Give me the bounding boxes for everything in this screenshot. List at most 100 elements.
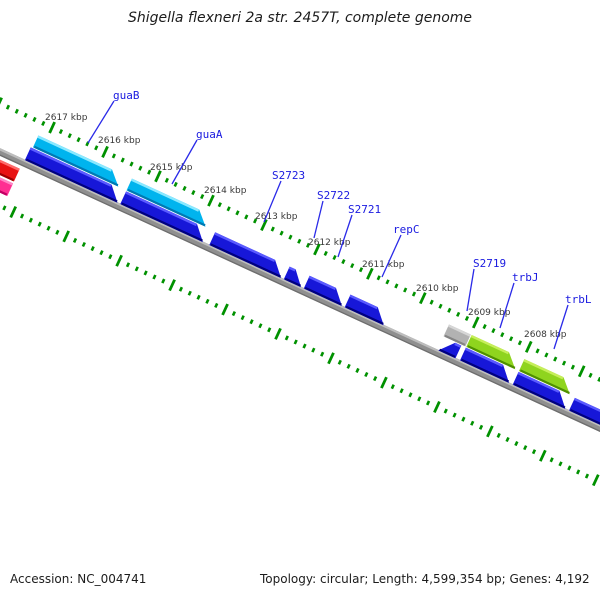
ruler-minor-tick-outer: [385, 279, 390, 285]
gene-label-S2722: S2722: [317, 189, 350, 202]
gene-guaB-function-highlight: [37, 135, 112, 172]
ruler-minor-tick-inner: [284, 335, 289, 341]
gene-S2721-cds: [303, 275, 342, 307]
ruler-major-tick-outer: [0, 97, 3, 110]
ruler-minor-tick-outer: [58, 129, 64, 135]
ruler-minor-tick-inner: [558, 461, 563, 467]
ruler-minor-tick-inner: [46, 225, 51, 231]
gene-trbL-function-highlight: [523, 359, 564, 380]
gene-guaA-function: [126, 178, 206, 227]
gene-cds-clipped-right-highlight: [573, 397, 600, 429]
ruler-minor-tick-outer: [32, 116, 37, 122]
gene-guaB-cds-shadow: [25, 158, 118, 203]
ruler-major-tick-inner: [539, 449, 547, 462]
gene-label-guaA: guaA: [196, 128, 223, 141]
ruler-minor-tick-outer: [67, 133, 72, 139]
backbone-highlight: [0, 115, 600, 494]
ruler-minor-tick-inner: [90, 246, 95, 252]
ruler-major-tick-outer: [524, 340, 533, 353]
gene-trbL-cds-highlight: [517, 371, 560, 393]
ruler-label-2610: 2610 kbp: [416, 284, 459, 294]
footer-stats: Topology: circular; Length: 4,599,354 bp…: [260, 572, 590, 586]
ruler-major-tick-inner: [62, 230, 70, 243]
ruler-minor-tick-outer: [14, 108, 19, 114]
ruler-minor-tick-outer: [147, 169, 152, 175]
ruler-major-tick-inner: [433, 400, 441, 414]
ruler-minor-tick-inner: [134, 266, 139, 272]
ruler-minor-tick-inner: [196, 294, 201, 300]
gene-label-trbJ: trbJ: [512, 271, 539, 284]
ruler-minor-tick-outer: [138, 165, 143, 171]
gene-S2721-cds-highlight: [308, 275, 336, 291]
ruler-minor-tick-inner: [231, 311, 236, 317]
ruler-minor-tick-inner: [425, 400, 431, 406]
ruler-minor-tick-outer: [500, 332, 505, 338]
ruler-minor-tick-outer: [544, 352, 549, 358]
ruler-major-tick-inner: [168, 279, 176, 292]
gene-trbL-cds: [512, 371, 566, 409]
ruler-minor-tick-outer: [517, 340, 523, 346]
gene-trbJ-cds: [460, 347, 510, 383]
ruler-minor-tick-outer: [288, 234, 293, 240]
gene-guaA-cds-highlight: [125, 191, 197, 227]
ruler-minor-tick-inner: [346, 363, 351, 369]
ruler-minor-tick-outer: [588, 372, 593, 378]
ruler-minor-tick-outer: [341, 259, 346, 265]
ruler-minor-tick-outer: [332, 254, 337, 261]
gene-guaB-function: [32, 135, 119, 187]
ruler-minor-tick-outer: [508, 336, 514, 342]
ruler-minor-tick-inner: [19, 213, 25, 219]
ruler-minor-tick-inner: [293, 339, 298, 345]
ruler-minor-tick-outer: [173, 181, 178, 187]
gene-cds-clipped-right-shadow: [569, 408, 600, 444]
ruler-minor-tick-inner: [523, 445, 528, 451]
ruler-minor-tick-outer: [297, 238, 302, 244]
ruler-minor-tick-outer: [244, 214, 249, 220]
ruler-major-tick-inner: [221, 303, 229, 316]
ruler-minor-tick-inner: [417, 396, 422, 402]
ruler-minor-tick-outer: [491, 328, 496, 334]
ruler-minor-tick-outer: [411, 291, 417, 297]
ruler-minor-tick-outer: [191, 189, 196, 196]
ruler-minor-tick-inner: [99, 250, 104, 256]
ruler-minor-tick-inner: [55, 229, 60, 235]
ruler-major-tick-outer: [48, 121, 56, 134]
ruler-label-2608: 2608 kbp: [524, 330, 567, 340]
gene-S2722-cds-highlight: [288, 266, 296, 272]
ruler-major-tick-inner: [274, 327, 282, 340]
ruler-minor-tick-outer: [23, 112, 28, 118]
ruler-minor-tick-inner: [408, 392, 413, 398]
gene-trbJ-function-shadow: [467, 345, 516, 369]
ruler-minor-tick-inner: [72, 237, 78, 243]
ruler-major-tick-outer: [101, 145, 109, 158]
ruler-minor-tick-inner: [28, 217, 33, 223]
ruler-minor-tick-outer: [376, 275, 381, 281]
ruler-minor-tick-outer: [456, 311, 461, 317]
gene-label-repC: repC: [393, 223, 420, 236]
ruler-major-tick-inner: [592, 474, 600, 487]
ruler-major-tick-outer: [313, 243, 321, 256]
gene-trbJ-cds-shadow: [460, 358, 510, 383]
ruler-major-tick-outer: [260, 218, 268, 232]
ruler-minor-tick-outer: [200, 194, 205, 200]
ruler-minor-tick-inner: [37, 221, 42, 227]
ruler-minor-tick-inner: [461, 416, 466, 422]
gene-guaA-cds: [120, 191, 203, 243]
ruler-minor-tick-inner: [302, 343, 307, 349]
ruler-minor-tick-inner: [161, 278, 166, 284]
ruler-minor-tick-outer: [217, 202, 222, 208]
gene-guaA-function-shadow: [127, 188, 206, 227]
map-rotated-frame: [0, 97, 600, 498]
gene-S2722-cds: [283, 266, 302, 288]
gene-S2723-cds-shadow: [210, 243, 282, 278]
ruler-major-tick-outer: [366, 267, 374, 280]
gene-label-leader-trbL: [553, 304, 569, 350]
ruler-minor-tick-inner: [576, 469, 581, 475]
ruler-minor-tick-inner: [311, 347, 316, 353]
gene-guaA-cds-shadow: [121, 202, 203, 242]
ruler-minor-tick-outer: [305, 242, 311, 248]
gene-guaA-function-highlight: [130, 178, 200, 212]
gene-trbJ-function-highlight: [470, 334, 509, 355]
ruler-minor-tick-inner: [267, 327, 272, 333]
